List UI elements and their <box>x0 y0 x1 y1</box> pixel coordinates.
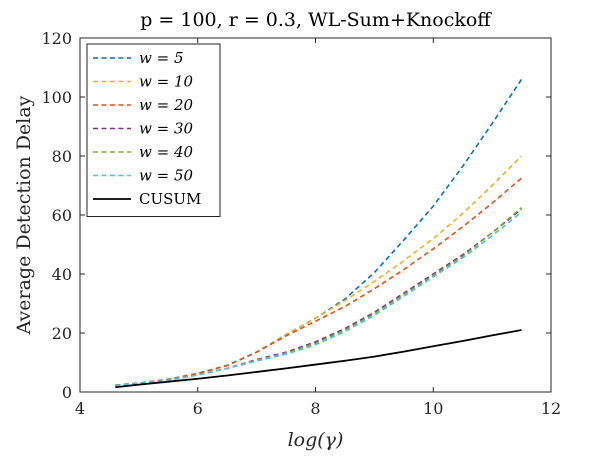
legend-box <box>86 43 221 217</box>
y-tick-label: 40 <box>52 265 72 284</box>
y-axis-label: Average Detection Delay <box>13 95 35 335</box>
series-line-w-20 <box>115 177 523 387</box>
legend-label: w = 20 <box>139 96 193 114</box>
series-line-w-50 <box>115 211 523 387</box>
y-tick-label: 0 <box>62 383 72 402</box>
y-tick-label: 120 <box>41 29 72 48</box>
x-tick-label: 8 <box>310 399 320 418</box>
legend-label: w = 5 <box>139 49 184 67</box>
y-tick-label: 20 <box>52 324 72 343</box>
x-tick-label: 6 <box>193 399 203 418</box>
legend-label: w = 50 <box>139 167 193 185</box>
y-tick-label: 100 <box>41 88 72 107</box>
legend-label: CUSUM <box>139 190 201 208</box>
x-tick-label: 4 <box>75 399 85 418</box>
series-group <box>115 78 523 389</box>
y-tick-label: 60 <box>52 206 72 225</box>
x-tick-label: 12 <box>541 399 561 418</box>
legend-label: w = 30 <box>139 120 193 138</box>
y-tick-label: 80 <box>52 147 72 166</box>
chart-title: p = 100, r = 0.3, WL-Sum+Knockoff <box>140 9 492 31</box>
legend-label: w = 40 <box>139 143 193 161</box>
series-line-cusum <box>115 329 522 389</box>
legend: w = 5 w = 10 w = 20 w = 30 w = 40 w = 50 CUSUM <box>86 43 221 217</box>
legend-label: w = 10 <box>139 73 193 91</box>
x-tick-label: 10 <box>423 399 443 418</box>
x-axis-label: log(γ) <box>288 429 344 451</box>
